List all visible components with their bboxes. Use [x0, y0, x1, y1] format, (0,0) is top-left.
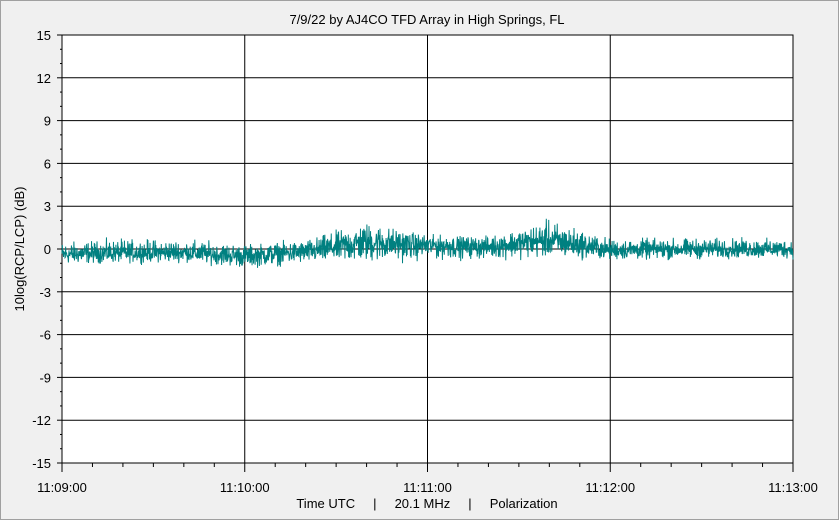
- x-tick-label: 11:10:00: [220, 480, 270, 495]
- x-tick-label: 11:11:00: [403, 480, 452, 495]
- y-axis-label: 10log(RCP/LCP) (dB): [12, 187, 27, 312]
- trace-layer: [61, 218, 794, 268]
- x-axis-label: Time UTC | 20.1 MHz | Polarization: [296, 496, 557, 511]
- x-axis-ticks: 11:09:00 11:10:00 11:11:00 11:12:00 11:13:00: [37, 463, 818, 495]
- x-tick-label: 11:09:00: [37, 480, 87, 495]
- y-tick-label: 12: [37, 71, 51, 86]
- y-axis-ticks: 15 12 9 6 3 0 -3 -6 -9 -12 -15: [32, 28, 62, 471]
- y-tick-label: -6: [39, 328, 51, 343]
- y-tick-label: 0: [44, 242, 51, 257]
- y-tick-label: 9: [44, 114, 51, 129]
- y-tick-label: -12: [32, 413, 51, 428]
- series-line: [61, 218, 794, 268]
- y-tick-label: -3: [39, 285, 51, 300]
- chart-title: 7/9/22 by AJ4CO TFD Array in High Spring…: [289, 12, 564, 27]
- y-tick-label: 3: [44, 199, 51, 214]
- x-tick-label: 11:13:00: [768, 480, 818, 495]
- y-tick-label: -15: [32, 456, 51, 471]
- y-tick-label: -9: [39, 370, 51, 385]
- x-tick-label: 11:12:00: [585, 480, 635, 495]
- y-tick-label: 15: [37, 28, 51, 43]
- y-tick-label: 6: [44, 156, 51, 171]
